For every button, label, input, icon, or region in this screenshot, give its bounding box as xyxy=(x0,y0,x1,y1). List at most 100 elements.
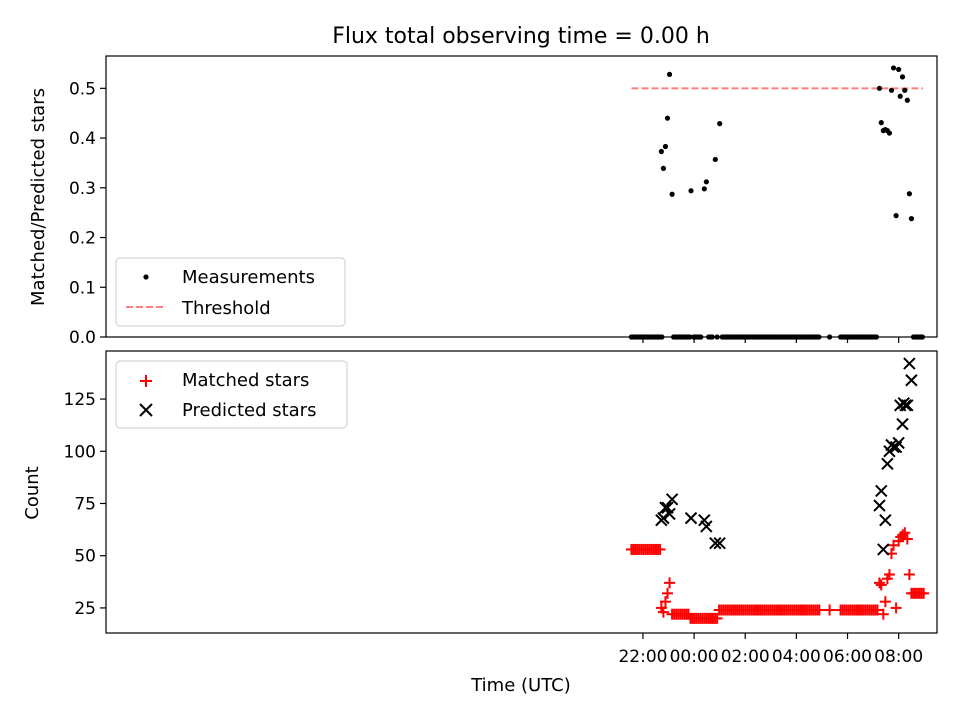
matched-stars-point xyxy=(813,604,825,616)
matched-stars-point xyxy=(711,612,723,624)
bottom-y-axis-label: Count xyxy=(22,466,43,519)
predicted-stars-point xyxy=(899,399,912,412)
matched-stars-series xyxy=(625,527,930,624)
bottom-y-ticks: 25 50 75 100 125 xyxy=(64,390,106,619)
matched-stars-point xyxy=(664,577,676,589)
measurement-point xyxy=(701,186,707,192)
y-tick-label: 100 xyxy=(64,442,96,462)
y-tick-label: 0.0 xyxy=(69,328,96,348)
top-panel: 0.0 0.1 0.2 0.3 0.4 0.5 Matched/Predicted sta… xyxy=(28,55,938,348)
top-legend: Measurements Threshold xyxy=(115,257,346,327)
matched-stars-point xyxy=(883,569,895,581)
bottom-plot-frame xyxy=(105,350,938,634)
top-plot-frame xyxy=(105,55,938,338)
predicted-stars-point xyxy=(892,436,905,450)
legend-label-predicted: Predicted stars xyxy=(182,400,316,421)
top-legend-box xyxy=(115,257,346,327)
matched-stars-point xyxy=(901,533,913,545)
x-tick-label: 04:00 xyxy=(772,647,821,667)
predicted-stars-point xyxy=(873,499,886,512)
chart-title: Flux total observing time = 0.00 h xyxy=(332,24,710,49)
y-tick-label: 25 xyxy=(74,599,96,619)
measurement-point xyxy=(899,74,906,80)
bottom-legend: Matched stars Predicted stars xyxy=(115,360,348,429)
measurement-point xyxy=(658,148,664,155)
measurement-point xyxy=(893,213,899,219)
measurement-point xyxy=(669,191,675,197)
predicted-stars-point xyxy=(877,543,890,556)
top-y-axis-label: Matched/Predicted stars xyxy=(28,88,49,306)
matched-stars-point xyxy=(824,604,836,616)
predicted-stars-point xyxy=(700,520,713,533)
predicted-stars-series xyxy=(655,357,918,556)
measurement-point xyxy=(890,65,897,71)
matched-stars-point xyxy=(899,527,911,539)
measurement-point xyxy=(908,216,915,222)
measurement-point xyxy=(712,156,718,163)
matched-stars-point xyxy=(918,587,930,599)
measurement-point xyxy=(703,179,709,185)
measurement-point xyxy=(902,87,908,93)
matched-stars-point xyxy=(871,604,883,616)
y-tick-label: 0.5 xyxy=(69,79,96,99)
y-tick-label: 0.2 xyxy=(69,229,96,249)
top-y-ticks: 0.0 0.1 0.2 0.3 0.4 0.5 xyxy=(69,79,106,348)
predicted-stars-point xyxy=(684,511,698,525)
measurement-point xyxy=(717,121,723,127)
predicted-stars-point xyxy=(901,399,914,412)
legend-label-threshold: Threshold xyxy=(181,298,271,319)
y-tick-label: 50 xyxy=(74,547,96,567)
predicted-stars-point xyxy=(657,511,670,525)
measurement-point xyxy=(906,191,912,197)
matched-stars-point xyxy=(662,587,674,599)
predicted-stars-point xyxy=(903,357,916,370)
measurement-point xyxy=(904,97,910,103)
predicted-stars-point xyxy=(879,513,892,527)
x-tick-label: 00:00 xyxy=(670,647,719,667)
matched-stars-point xyxy=(657,606,669,618)
predicted-stars-point xyxy=(905,374,918,387)
measurement-point xyxy=(886,130,893,136)
matched-stars-point xyxy=(879,596,891,608)
matched-stars-point xyxy=(903,569,915,581)
measurement-point xyxy=(876,85,883,91)
bottom-x-ticks: 22:00 00:00 02:00 04:00 06:00 08:00 xyxy=(618,633,923,667)
y-tick-label: 75 xyxy=(74,494,96,514)
predicted-stars-point xyxy=(875,484,888,498)
bottom-panel: 25 50 75 100 125 22:00 00:00 02:00 04:00 06:00 08… xyxy=(22,350,938,667)
y-tick-label: 125 xyxy=(64,390,96,410)
matched-stars-point xyxy=(877,608,889,620)
measurement-point xyxy=(897,93,903,99)
predicted-stars-point xyxy=(713,536,726,550)
predicted-stars-point xyxy=(896,417,909,431)
bottom-legend-box xyxy=(115,360,348,429)
y-tick-label: 0.1 xyxy=(69,278,96,298)
predicted-stars-point xyxy=(663,507,676,521)
predicted-stars-point xyxy=(709,536,722,550)
legend-marker-matched xyxy=(140,375,152,387)
matched-stars-point xyxy=(873,577,885,589)
measurement-point xyxy=(664,115,671,121)
legend-marker-measurements xyxy=(143,274,149,280)
matched-stars-point xyxy=(890,602,902,614)
legend-label-measurements: Measurements xyxy=(182,267,315,288)
x-tick-label: 08:00 xyxy=(874,647,923,667)
predicted-stars-point xyxy=(881,457,894,471)
y-tick-label: 0.4 xyxy=(69,129,96,149)
measurement-point xyxy=(662,143,669,150)
measurement-point xyxy=(878,120,884,126)
matched-stars-point xyxy=(659,596,671,608)
y-tick-label: 0.3 xyxy=(69,179,96,199)
measurement-point xyxy=(896,66,902,73)
measurement-point xyxy=(688,188,694,194)
measurement-point xyxy=(888,87,895,93)
legend-label-matched: Matched stars xyxy=(182,370,309,391)
matched-stars-point xyxy=(875,579,887,591)
legend-marker-predicted xyxy=(139,403,153,417)
measurement-point xyxy=(660,165,667,171)
predicted-stars-point xyxy=(659,501,672,514)
x-tick-label: 06:00 xyxy=(823,647,872,667)
x-tick-label: 02:00 xyxy=(721,647,770,667)
measurement-point xyxy=(666,71,673,78)
